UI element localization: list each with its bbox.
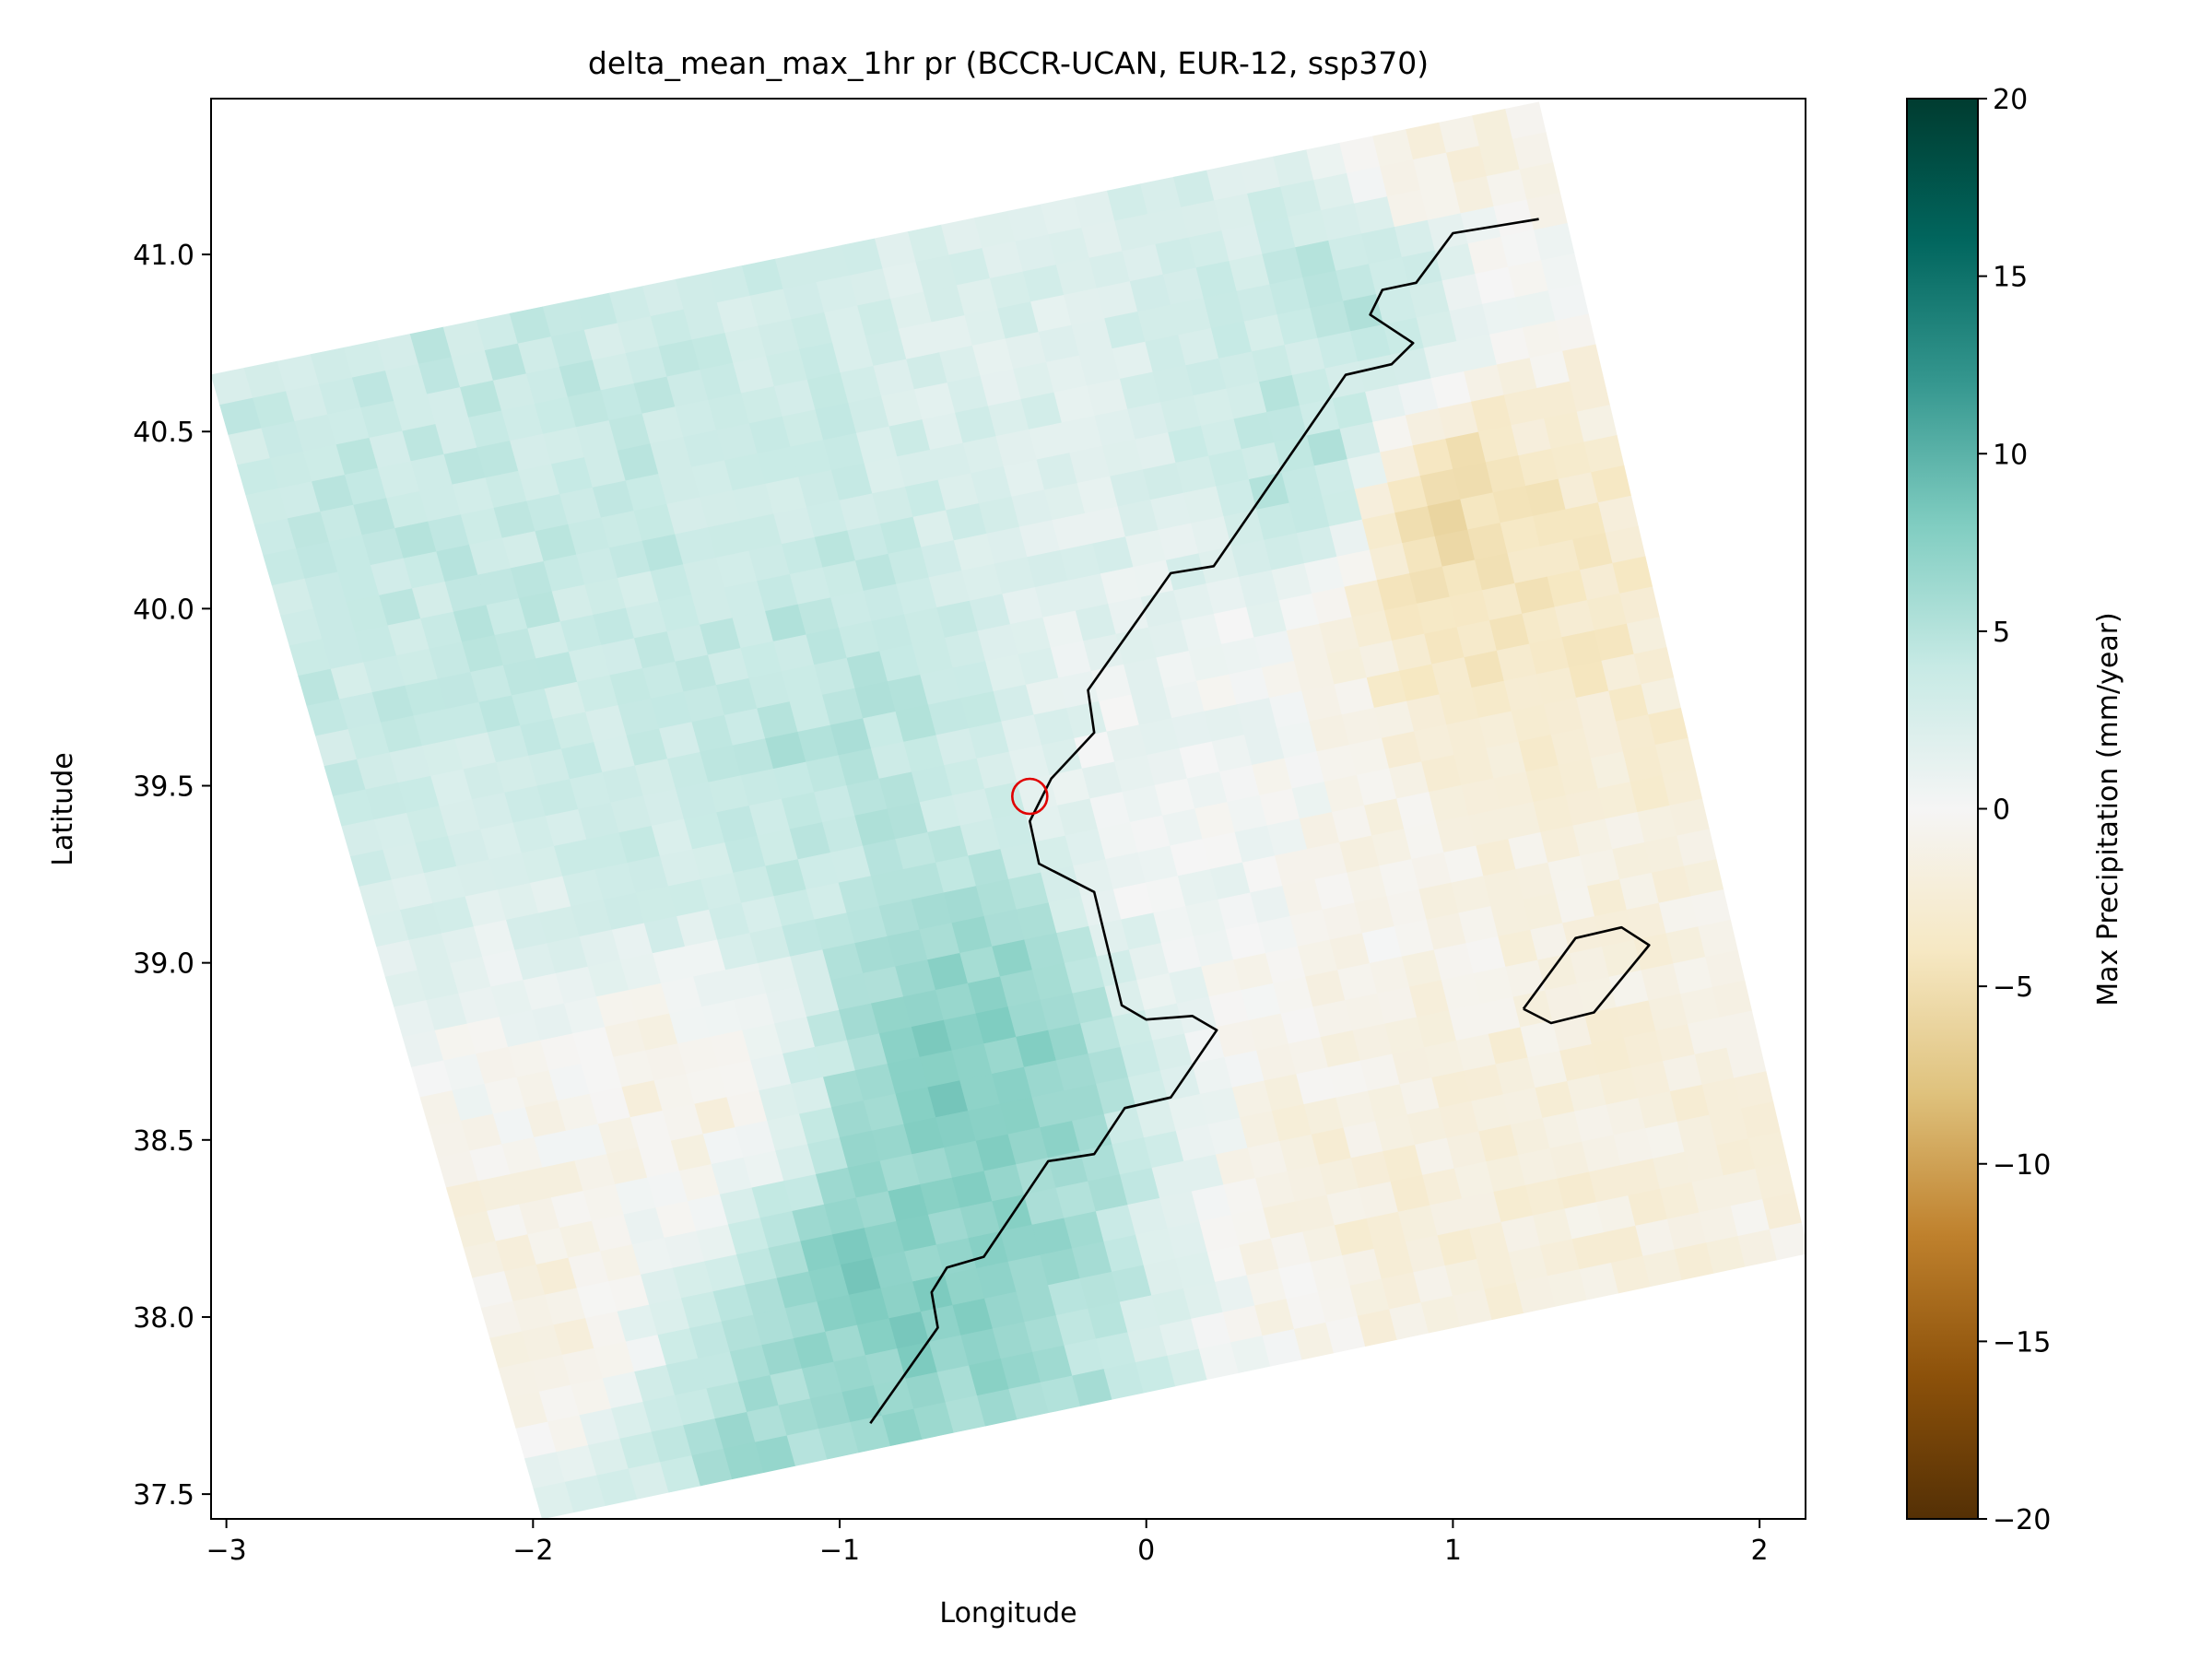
x-tick-label: 2 <box>1751 1535 1769 1567</box>
colorbar-tick-label: −5 <box>1993 971 2033 1004</box>
location-marker <box>1011 777 1049 816</box>
x-tick-label: −2 <box>512 1535 553 1567</box>
colorbar-tick-label: −15 <box>1993 1326 2051 1359</box>
x-tick-label: −1 <box>819 1535 860 1567</box>
x-axis: −3 −2 −1 0 1 2 <box>206 1519 1769 1567</box>
colorbar-tick-label: −10 <box>1993 1149 2051 1182</box>
y-tick-label: 40.5 <box>133 417 194 449</box>
coastline <box>869 218 1539 1424</box>
colorbar-tick-label: 5 <box>1993 617 2010 649</box>
y-tick-label: 38.5 <box>133 1125 194 1158</box>
island-outline <box>1522 925 1651 1025</box>
grid-cell <box>1769 1222 1806 1261</box>
colorbar-tick-label: 10 <box>1993 439 2028 471</box>
y-axis-label: Latitude <box>47 752 79 865</box>
colorbar-label: Max Precipitation (mm/year) <box>2092 612 2124 1006</box>
colorbar-tick-label: 20 <box>1993 84 2028 116</box>
x-tick-label: −3 <box>206 1535 247 1567</box>
colorbar-axis: 20 15 10 5 0 −5 −10 −15 −20 <box>1978 84 2051 1536</box>
colorbar <box>1906 98 1979 1520</box>
map-overlays <box>869 218 1651 1424</box>
y-tick-label: 40.0 <box>133 594 194 626</box>
x-axis-label: Longitude <box>939 1597 1077 1630</box>
y-tick-label: 37.5 <box>133 1479 194 1512</box>
y-tick-label: 39.5 <box>133 771 194 804</box>
x-tick-label: 0 <box>1137 1535 1155 1567</box>
y-tick-label: 41.0 <box>133 240 194 272</box>
x-tick-label: 1 <box>1444 1535 1462 1567</box>
plot-frame <box>210 98 1806 1520</box>
colorbar-tick-label: −20 <box>1993 1504 2051 1536</box>
colorbar-tick-label: 0 <box>1993 794 2010 827</box>
colorbar-tick-label: 15 <box>1993 262 2028 294</box>
precipitation-field <box>211 101 1806 1519</box>
y-axis: 37.5 38.0 38.5 39.0 39.5 40.0 40.5 41.0 <box>133 240 211 1512</box>
y-tick-label: 39.0 <box>133 948 194 981</box>
chart-title: delta_mean_max_1hr pr (BCCR-UCAN, EUR-12… <box>588 45 1429 81</box>
y-tick-label: 38.0 <box>133 1302 194 1335</box>
